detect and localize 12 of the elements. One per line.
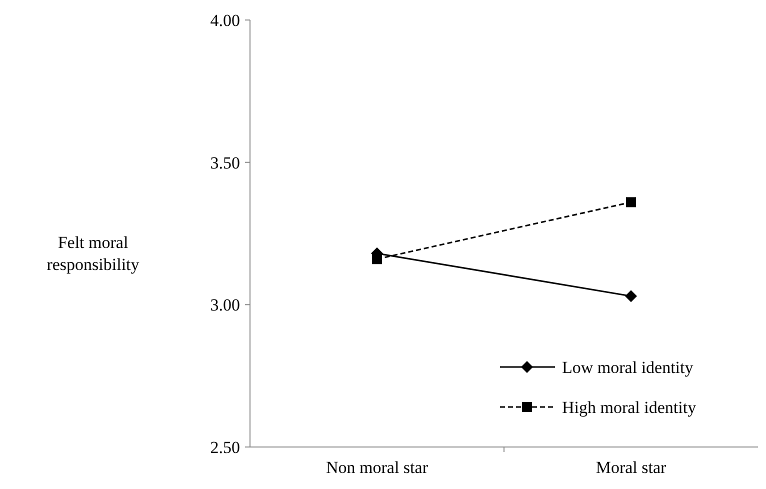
legend-label: Low moral identity: [562, 358, 694, 377]
x-tick-label: Moral star: [596, 458, 667, 477]
legend-label: High moral identity: [562, 398, 697, 417]
y-tick-label: 4.00: [210, 10, 240, 30]
y-tick-label: 3.00: [210, 296, 240, 315]
point: [372, 254, 382, 264]
y-axis-title: Felt moral responsibility: [46, 232, 140, 274]
point: [625, 290, 637, 302]
x-tick-label: Non moral star: [326, 458, 428, 477]
point: [626, 197, 636, 208]
y-tick-label: 2.50: [210, 438, 240, 457]
y-tick-label: 3.50: [210, 153, 240, 172]
